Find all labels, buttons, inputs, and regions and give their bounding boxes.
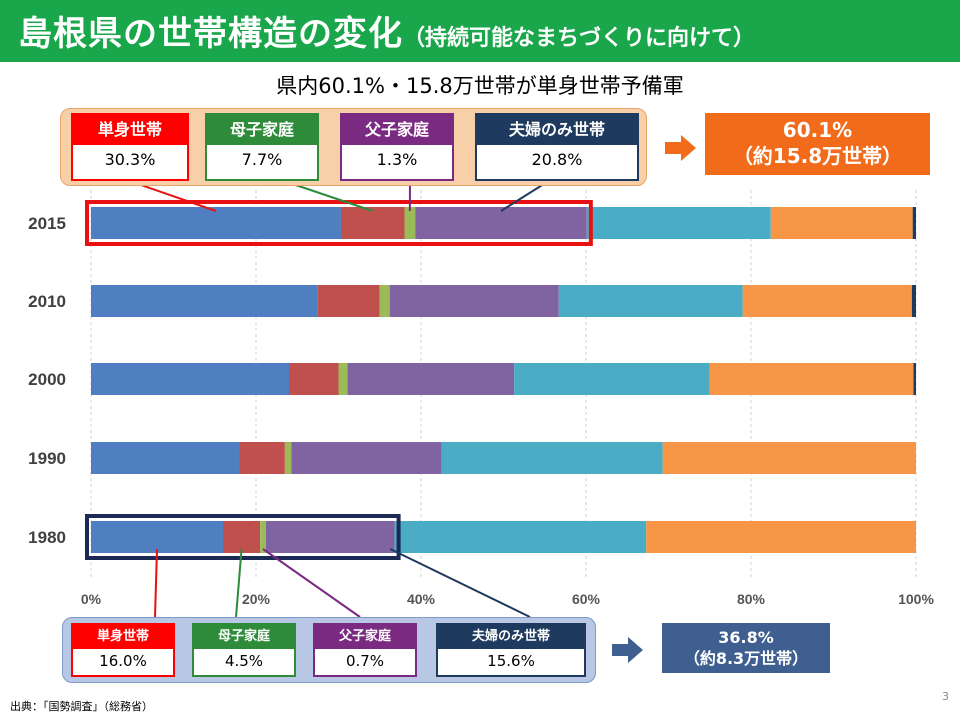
- x-tick-label: 20%: [242, 591, 271, 607]
- bottom-box-couple-label: 夫婦のみ世帯: [438, 625, 584, 649]
- bar-segment: [770, 207, 913, 239]
- top-box-father-label: 父子家庭: [342, 115, 452, 145]
- bar-segment: [223, 521, 261, 553]
- top-box-couple-value: 20.8%: [531, 150, 583, 169]
- bar-segment: [913, 363, 916, 395]
- bar-segment: [291, 442, 442, 474]
- bar-segment: [558, 285, 743, 317]
- top-box-father-value: 1.3%: [376, 150, 418, 169]
- bottom-callout-line1: 36.8%: [718, 628, 774, 647]
- top-box-single: 単身世帯 30.3%: [71, 113, 189, 181]
- y-tick-label: 1990: [28, 449, 66, 468]
- bar-segment: [91, 442, 240, 474]
- top-arrow-icon: [665, 135, 696, 161]
- page-title-sub: （持続可能なまちづくりに向けて）: [403, 26, 756, 51]
- bar-segment: [340, 207, 405, 239]
- x-tick-label: 100%: [898, 591, 934, 607]
- bar-segment: [379, 285, 390, 317]
- leader-line: [235, 548, 243, 618]
- x-tick-label: 60%: [572, 591, 601, 607]
- top-callout-line2: （約15.8万世帯）: [732, 144, 903, 168]
- top-box-mother-value: 7.7%: [241, 150, 283, 169]
- bar-segment: [91, 363, 289, 395]
- bottom-box-couple: 夫婦のみ世帯 15.6%: [436, 623, 586, 677]
- bar-segment: [284, 442, 292, 474]
- top-box-couple: 夫婦のみ世帯 20.8%: [475, 113, 639, 181]
- bottom-box-mother-value: 4.5%: [224, 652, 264, 670]
- top-box-father: 父子家庭 1.3%: [340, 113, 454, 181]
- bottom-callout-line2: （約8.3万世帯）: [683, 649, 809, 668]
- top-callout-line1: 60.1%: [782, 118, 853, 142]
- leader-line: [262, 548, 361, 618]
- highlight-frame: [85, 200, 593, 246]
- top-box-mother: 母子家庭 7.7%: [205, 113, 319, 181]
- x-tick-label: 40%: [407, 591, 436, 607]
- page-title: 島根県の世帯構造の変化（持続可能なまちづくりに向けて）: [18, 6, 755, 55]
- page-title-main: 島根県の世帯構造の変化: [18, 14, 403, 54]
- bar-segment: [91, 207, 341, 239]
- top-box-single-value: 30.3%: [104, 150, 156, 169]
- bar-segment: [911, 285, 916, 317]
- bar-segment: [389, 285, 559, 317]
- y-tick-label: 2000: [28, 370, 66, 389]
- bottom-arrow-icon: [612, 637, 643, 663]
- bar-segment: [317, 285, 380, 317]
- top-box-mother-label: 母子家庭: [207, 115, 317, 145]
- bar-segment: [709, 363, 914, 395]
- leader-line: [389, 548, 531, 618]
- bottom-box-single-value: 16.0%: [99, 652, 147, 670]
- y-tick-label: 2010: [28, 292, 66, 311]
- bar-segment: [586, 207, 771, 239]
- bar-segment: [415, 207, 587, 239]
- top-box-single-label: 単身世帯: [73, 115, 187, 145]
- bottom-box-father-label: 父子家庭: [315, 625, 415, 649]
- bar-segment: [646, 521, 916, 553]
- bar-segment: [91, 521, 223, 553]
- bar-segment: [260, 521, 266, 553]
- source-note: 出典：「国勢調査」（総務省）: [10, 700, 153, 713]
- bottom-box-single: 単身世帯 16.0%: [71, 623, 175, 677]
- bar-segment: [441, 442, 663, 474]
- slide-subtitle: 県内60.1%・15.8万世帯が単身世帯予備軍: [276, 74, 684, 98]
- top-callout: 60.1% （約15.8万世帯）: [705, 113, 930, 175]
- bottom-box-father: 父子家庭 0.7%: [313, 623, 417, 677]
- page-number: 3: [942, 690, 949, 703]
- bar-segment: [239, 442, 285, 474]
- bar-segment: [742, 285, 912, 317]
- header-bar: 島根県の世帯構造の変化（持続可能なまちづくりに向けて）: [0, 0, 960, 62]
- bottom-callout: 36.8% （約8.3万世帯）: [662, 623, 830, 673]
- y-tick-label: 1980: [28, 528, 66, 547]
- bar-segment: [347, 363, 515, 395]
- bar-segment: [338, 363, 348, 395]
- top-box-couple-label: 夫婦のみ世帯: [477, 115, 637, 145]
- highlight-frame: [85, 514, 401, 560]
- bar-segment: [91, 285, 318, 317]
- bar-segment: [912, 207, 916, 239]
- bottom-box-single-label: 単身世帯: [73, 625, 173, 649]
- bar-segment: [404, 207, 416, 239]
- bottom-box-mother: 母子家庭 4.5%: [192, 623, 296, 677]
- bar-segment: [662, 442, 916, 474]
- bottom-box-couple-value: 15.6%: [487, 652, 535, 670]
- leader-line: [154, 548, 158, 618]
- x-tick-label: 0%: [81, 591, 102, 607]
- bar-segment: [394, 521, 647, 553]
- bar-segment: [265, 521, 395, 553]
- bar-segment: [289, 363, 339, 395]
- y-tick-label: 2015: [28, 214, 66, 233]
- bar-segment: [514, 363, 710, 395]
- x-tick-label: 80%: [737, 591, 766, 607]
- bottom-box-father-value: 0.7%: [345, 652, 385, 670]
- bottom-box-mother-label: 母子家庭: [194, 625, 294, 649]
